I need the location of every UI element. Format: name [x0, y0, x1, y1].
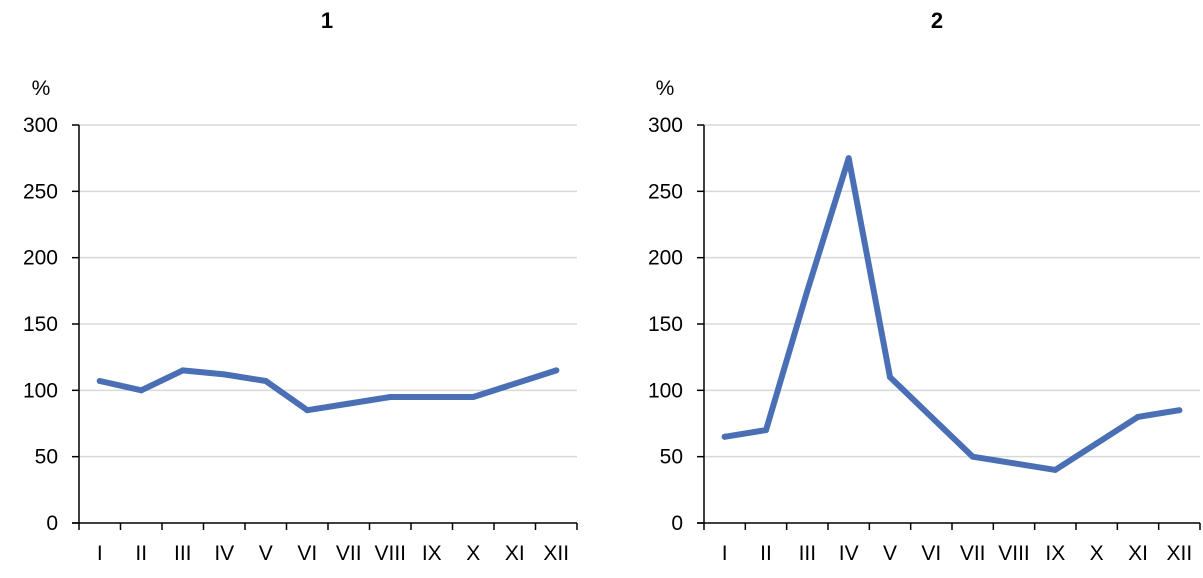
chart-1-y-tick-label: 150: [23, 313, 58, 336]
chart-1-x-tick-label: XI: [505, 542, 525, 565]
chart-2-x-tick-label: VI: [921, 542, 941, 565]
chart-1-x-tick-label: IV: [214, 542, 234, 565]
chart-2-data-point: [1093, 440, 1100, 447]
chart-2-x-tick-label: V: [883, 542, 897, 565]
chart-1-x-tick-label: V: [259, 542, 273, 565]
chart-2-x-tick-label: XI: [1128, 542, 1148, 565]
chart-2-y-tick-label: 250: [648, 180, 683, 203]
chart-2-x-tick-label: I: [722, 542, 728, 565]
chart-1-y-tick-label: 50: [35, 446, 58, 469]
chart-2-data-point: [887, 374, 893, 381]
chart-2-x-tick-label: VII: [960, 542, 986, 565]
chart-1-data-point: [428, 393, 435, 400]
chart-2-data-point: [928, 413, 935, 420]
chart-1-y-tick-label: 200: [23, 247, 58, 270]
chart-1-data-point: [138, 387, 145, 394]
chart-2-data-point: [1052, 466, 1059, 473]
chart-1-data-point: [511, 380, 518, 387]
chart-1-data-point: [553, 367, 560, 374]
chart-1-data-point: [179, 367, 186, 374]
chart-1-x-tick-label: II: [135, 542, 147, 565]
chart-2-y-tick-label: 200: [648, 247, 683, 270]
chart-2-data-point: [1135, 413, 1141, 420]
chart-2-x-tick-label: XII: [1166, 542, 1192, 565]
chart-2-y-tick-label: 150: [648, 313, 683, 336]
chart-1-x-tick-label: I: [97, 542, 103, 565]
chart-2-y-tick-label: 50: [660, 446, 683, 469]
chart-2-data-point: [969, 453, 976, 460]
chart-1-data-point: [96, 378, 103, 385]
chart-1-y-tick-label: 300: [23, 114, 58, 137]
chart-2-x-tick-label: III: [799, 542, 817, 565]
chart-2-x-tick-label: II: [760, 542, 772, 565]
chart-2-data-point: [804, 287, 811, 294]
chart-1-x-tick-label: IX: [422, 542, 442, 565]
chart-1-x-tick-label: X: [466, 542, 480, 565]
chart-1-data-point: [262, 378, 269, 385]
chart-2-data-point: [721, 433, 728, 440]
chart-2-y-tick-label: 100: [648, 379, 683, 402]
chart-1-x-tick-label: VI: [297, 542, 317, 565]
chart-1-data-point: [345, 400, 352, 407]
chart-1-y-unit-label: %: [32, 77, 51, 100]
chart-2-title: 2: [931, 8, 943, 33]
chart-2-x-tick-label: IX: [1045, 542, 1065, 565]
chart-2-data-point: [763, 427, 769, 434]
chart-1-data-point: [304, 407, 311, 414]
chart-1-title: 1: [321, 8, 333, 33]
chart-2-series-line: [721, 155, 1183, 473]
chart-2-y-tick-label: 300: [648, 114, 683, 137]
chart-1-y-tick-label: 250: [23, 180, 58, 203]
chart-2-x-tick-label: IV: [839, 542, 859, 565]
chart-1-data-point: [387, 393, 394, 400]
chart-1-data-point: [470, 393, 477, 400]
chart-1-x-tick-label: XII: [543, 542, 569, 565]
chart-1-y-tick-label: 0: [46, 512, 58, 535]
chart-1-data-point: [221, 371, 228, 378]
chart-2-x-tick-label: X: [1090, 542, 1104, 565]
chart-2-data-point: [1011, 460, 1017, 467]
chart-2-x-tick-label: VIII: [998, 542, 1030, 565]
chart-1-x-tick-label: VIII: [374, 542, 406, 565]
chart-2-data-point: [845, 155, 852, 162]
chart-2-y-unit-label: %: [656, 77, 675, 100]
chart-1-x-tick-label: III: [174, 542, 192, 565]
chart-1-x-tick-label: VII: [336, 542, 362, 565]
chart-1-series-line: [96, 367, 560, 414]
chart-1-y-tick-label: 100: [23, 379, 58, 402]
chart-2-y-tick-label: 0: [671, 512, 683, 535]
chart-2-data-point: [1176, 407, 1183, 414]
